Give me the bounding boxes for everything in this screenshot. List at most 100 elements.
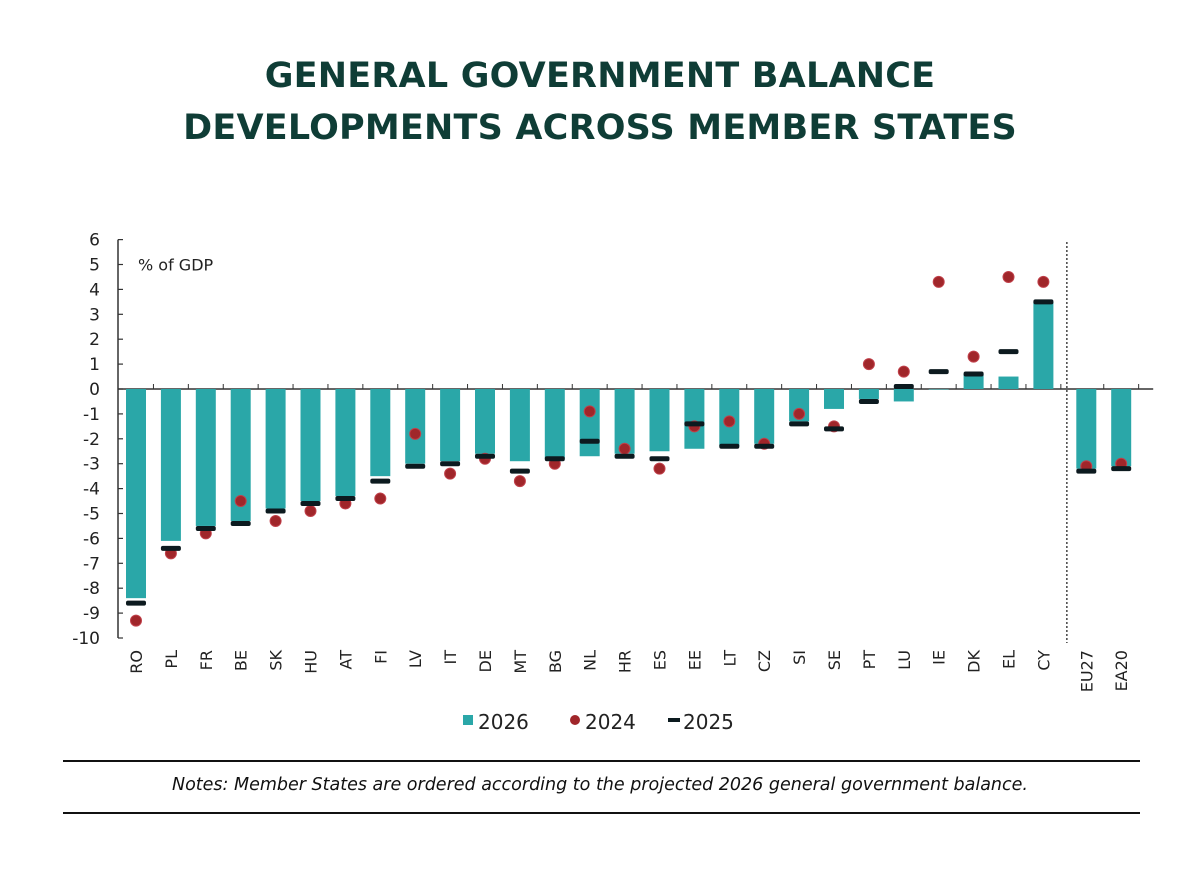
x-tick-label-AT: AT: [336, 650, 355, 670]
dot-2024-EL: [1002, 270, 1015, 283]
bar-2026-EA20: [1111, 389, 1132, 467]
notes-bottom-rule: [63, 812, 1140, 814]
y-tick-label: -9: [83, 604, 100, 624]
x-tick-label-CZ: CZ: [755, 650, 774, 672]
dash-2025-LT: [719, 443, 740, 449]
dash-2025-IT: [440, 461, 461, 467]
x-tick-label-IE: IE: [930, 650, 949, 665]
x-tick-label-HU: HU: [302, 650, 321, 674]
dash-2025-EE: [684, 421, 705, 427]
y-tick-label: -7: [83, 554, 100, 574]
legend-item-2025: 2025: [668, 710, 734, 734]
dash-2025-LU: [893, 384, 914, 390]
dash-2025-ES: [649, 456, 670, 462]
dash-2025-EL: [998, 349, 1019, 355]
x-tick-label-SI: SI: [790, 650, 809, 665]
dot-2024-LT: [723, 415, 736, 428]
dashes-2025: [126, 299, 1132, 606]
dash-2025-EU27: [1076, 468, 1097, 474]
dash-2025-PT: [858, 398, 879, 404]
legend: 2026 2024 2025: [463, 710, 734, 734]
dash-2025-IE: [928, 369, 949, 375]
bar-2026-IT: [440, 389, 461, 462]
title-line-1: GENERAL GOVERNMENT BALANCE: [264, 56, 936, 96]
bar-2026-BG: [544, 389, 565, 459]
dash-2025-EA20: [1111, 466, 1132, 472]
dash-2025-MT: [509, 468, 530, 474]
bar-2026-FR: [195, 389, 216, 526]
legend-item-2026: 2026: [463, 710, 529, 734]
bar-2026-LU: [893, 389, 914, 402]
y-tick-label: -8: [83, 579, 100, 599]
x-tick-label-EL: EL: [1000, 650, 1019, 669]
x-tick-label-EA20: EA20: [1112, 650, 1131, 691]
bar-2026-PL: [160, 389, 181, 541]
bar-2026-HR: [614, 389, 635, 454]
bar-2026-PT: [858, 389, 879, 399]
y-tick-label: -2: [83, 430, 100, 450]
bar-2026-BE: [230, 389, 251, 521]
bars-2026: [126, 301, 1132, 599]
x-tick-label-LT: LT: [720, 650, 739, 667]
dot-2024-HR: [618, 442, 631, 455]
bar-2026-DE: [475, 389, 495, 454]
y-tick-label: -4: [83, 480, 100, 500]
x-tick-label-FI: FI: [371, 650, 390, 664]
x-tick-label-CY: CY: [1034, 650, 1053, 671]
bar-2026-EE: [684, 389, 705, 449]
dot-2024-SK: [269, 514, 282, 527]
bar-2026-CY: [1033, 301, 1054, 389]
y-tick-label: -10: [72, 629, 100, 649]
legend-label: 2025: [683, 710, 734, 734]
dot-2024-SI: [793, 407, 806, 420]
dash-2025-CZ: [754, 443, 775, 449]
y-tick-label: 4: [89, 280, 100, 300]
x-tick-label-ES: ES: [651, 650, 670, 670]
bar-2026-HU: [300, 389, 321, 502]
dot-2024-FI: [374, 492, 387, 505]
x-tick-label-NL: NL: [581, 650, 600, 671]
dash-2025-SI: [789, 421, 810, 427]
legend-swatch-dot: [570, 715, 580, 725]
chart-title: GENERAL GOVERNMENT BALANCE DEVELOPMENTS …: [0, 50, 1200, 154]
x-tick-label-HR: HR: [616, 650, 635, 673]
y-tick-label: 6: [89, 231, 100, 251]
title-line-2: DEVELOPMENTS ACROSS MEMBER STATES: [183, 108, 1017, 148]
bar-2026-SK: [265, 389, 286, 509]
dash-2025-HR: [614, 453, 635, 459]
y-tick-label: 5: [89, 256, 100, 276]
x-tick-label-DE: DE: [476, 650, 495, 672]
dash-2025-HU: [300, 501, 321, 507]
legend-swatch-dash: [668, 718, 680, 722]
x-tick-label-SK: SK: [267, 650, 286, 671]
bar-2026-EU27: [1076, 389, 1097, 469]
dot-2024-ES: [653, 462, 666, 475]
x-tick-label-FR: FR: [197, 650, 216, 670]
legend-label: 2024: [585, 710, 636, 734]
y-tick-label: 2: [89, 330, 100, 350]
dash-2025-SK: [265, 508, 286, 514]
bar-2026-LV: [405, 389, 426, 464]
x-tick-label-RO: RO: [127, 650, 146, 674]
y-tick-label: -3: [83, 455, 100, 475]
dash-2025-FI: [370, 478, 391, 484]
dot-2024-MT: [513, 475, 526, 488]
axes: 6 5 4 3 2 1 0 -1 -2 -3 -4 -5 -6 -7 -8 -9 -10 % of GDP: [72, 231, 1154, 649]
notes-top-rule: [63, 760, 1140, 762]
x-tick-label-PL: PL: [162, 650, 181, 669]
dot-2024-CY: [1037, 275, 1050, 288]
bar-2026-NL: [579, 389, 600, 457]
x-tick-labels: RO PL FR BE SK HU AT FI LV IT DE MT BG NL HR ES EE LT CZ SI…: [127, 649, 1131, 692]
bar-2026-ES: [649, 389, 670, 452]
dash-2025-RO: [126, 600, 146, 606]
y-tick-label: -5: [83, 505, 100, 525]
x-tick-label-LU: LU: [895, 650, 914, 670]
dash-2025-BE: [230, 520, 251, 526]
dot-2024-BE: [234, 495, 247, 508]
x-tick-label-BE: BE: [232, 650, 251, 671]
dash-2025-DE: [475, 453, 495, 459]
x-tick-label-EE: EE: [685, 650, 704, 670]
dot-2024-HU: [304, 505, 317, 518]
bar-2026-IE: [928, 389, 949, 390]
x-tick-label-IT: IT: [441, 650, 460, 665]
